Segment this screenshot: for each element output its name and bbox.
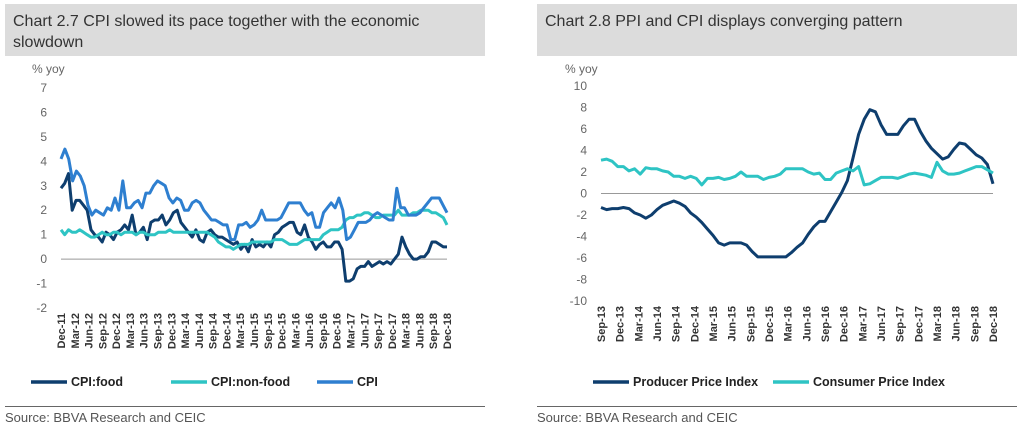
y-axis-label: % yoy [32,62,65,76]
x-tick-label: Jun-12 [84,313,96,348]
x-tick-label: Dec-18 [442,313,454,349]
x-tick-label: Sep-16 [820,306,832,342]
y-tick-label: 4 [580,144,587,158]
x-tick-label: Sep-17 [895,306,907,342]
y-tick-label: 5 [40,130,47,144]
x-tick-label: Sep-14 [671,305,683,342]
x-tick-label: Jun-15 [727,306,739,341]
x-tick-label: Jun-15 [249,313,261,348]
y-tick-label: 4 [40,154,47,168]
x-tick-label: Dec-13 [615,306,627,342]
series-line-cpi-food [59,172,447,283]
chart-panel-left: Chart 2.7 CPI slowed its pace together w… [5,0,485,428]
y-tick-label: 6 [40,105,47,119]
x-tick-label: Mar-13 [125,313,137,348]
x-tick-label: Mar-15 [708,306,720,341]
y-tick-label: 7 [40,81,47,95]
legend-label: Producer Price Index [633,375,758,389]
series-line-consumer-price-index [600,157,994,187]
y-tick-label: 8 [580,101,587,115]
legend-item: CPI:non-food [171,375,290,389]
x-tick-label: Sep-17 [373,313,385,349]
series-line-cpi [59,147,449,242]
x-tick-label: Sep-13 [153,313,165,349]
x-tick-label: Mar-18 [932,306,944,341]
x-tick-label: Dec-13 [166,313,178,349]
x-tick-label: Mar-14 [180,312,192,348]
x-tick-label: Dec-12 [111,313,123,349]
legend-item: CPI [317,375,378,389]
y-tick-label: 3 [40,179,47,193]
legend-label: CPI:non-food [211,375,290,389]
x-tick-label: Sep-12 [97,313,109,349]
x-tick-label: Mar-12 [70,313,82,348]
x-tick-label: Mar-15 [235,313,247,348]
x-tick-label: Mar-16 [783,306,795,341]
chart-title: Chart 2.8 PPI and CPI displays convergin… [545,13,903,30]
x-tick-label: Dec-16 [332,313,344,349]
x-tick-label: Sep-15 [745,306,757,342]
y-tick-label: 2 [580,165,587,179]
x-tick-label: Dec-14 [221,312,233,349]
x-tick-label: Sep-16 [318,313,330,349]
y-tick-label: -1 [36,277,47,291]
x-tick-label: Jun-18 [414,313,426,348]
y-tick-label: 6 [580,122,587,136]
x-tick-label: Sep-18 [969,306,981,342]
y-tick-label: -10 [570,294,588,308]
x-tick-label: Jun-17 [876,306,888,341]
chart-source: Source: BBVA Research and CEIC [537,406,1017,425]
x-tick-label: Jun-14 [194,312,206,348]
x-tick-label: Jun-16 [801,306,813,341]
x-tick-label: Dec-16 [839,306,851,342]
x-tick-label: Sep-13 [596,306,608,342]
x-tick-label: Sep-18 [428,313,440,349]
chart-panel-right: Chart 2.8 PPI and CPI displays convergin… [537,0,1017,428]
x-tick-label: Jun-13 [139,313,151,348]
y-tick-label: -8 [576,273,587,287]
legend-label: CPI:food [71,375,123,389]
chart-title-box: Chart 2.8 PPI and CPI displays convergin… [537,4,1017,56]
series-line-producer-price-index [600,108,995,259]
y-tick-label: 1 [40,228,47,242]
chart-title-box: Chart 2.7 CPI slowed its pace together w… [5,4,485,56]
y-tick-label: 0 [40,252,47,266]
x-tick-label: Mar-14 [633,305,645,341]
x-tick-label: Dec-17 [387,313,399,349]
chart-source: Source: BBVA Research and CEIC [5,406,485,425]
y-tick-label: 2 [40,203,47,217]
x-tick-label: Jun-16 [304,313,316,348]
legend-item: CPI:food [31,375,123,389]
x-tick-label: Dec-17 [913,306,925,342]
y-tick-label: -2 [576,208,587,222]
y-axis-label: % yoy [565,62,598,76]
legend-item: Producer Price Index [593,375,758,389]
ppi-cpi-line-chart: % yoy -10 -8 -6 -4 -2 0 2 4 6 8 10 Sep-13 Dec-13 Mar-1… [565,62,1000,389]
x-tick-label: Dec-15 [764,306,776,342]
chart-title: Chart 2.7 CPI slowed its pace together w… [13,13,420,51]
x-tick-label: Sep-15 [263,313,275,349]
x-tick-label: Dec-18 [988,306,1000,342]
y-tick-label: -6 [576,251,587,265]
y-tick-label: -2 [36,301,47,315]
x-tick-label: Jun-14 [652,305,664,341]
x-tick-label: Jun-17 [359,313,371,348]
x-tick-label: Mar-18 [401,313,413,348]
legend-label: CPI [357,375,378,389]
legend-label: Consumer Price Index [813,375,945,389]
x-tick-label: Dec-15 [277,313,289,349]
x-tick-label: Mar-16 [290,313,302,348]
x-tick-label: Mar-17 [346,313,358,348]
y-tick-label: -4 [576,230,587,244]
x-tick-label: Sep-14 [208,312,220,349]
x-tick-label: Dec-14 [689,305,701,342]
legend-item: Consumer Price Index [773,375,945,389]
x-tick-label: Dec-11 [56,313,68,348]
x-tick-label: Mar-17 [857,306,869,341]
y-tick-label: 10 [574,79,588,93]
y-tick-label: 0 [580,187,587,201]
x-tick-label: Jun-18 [951,306,963,341]
